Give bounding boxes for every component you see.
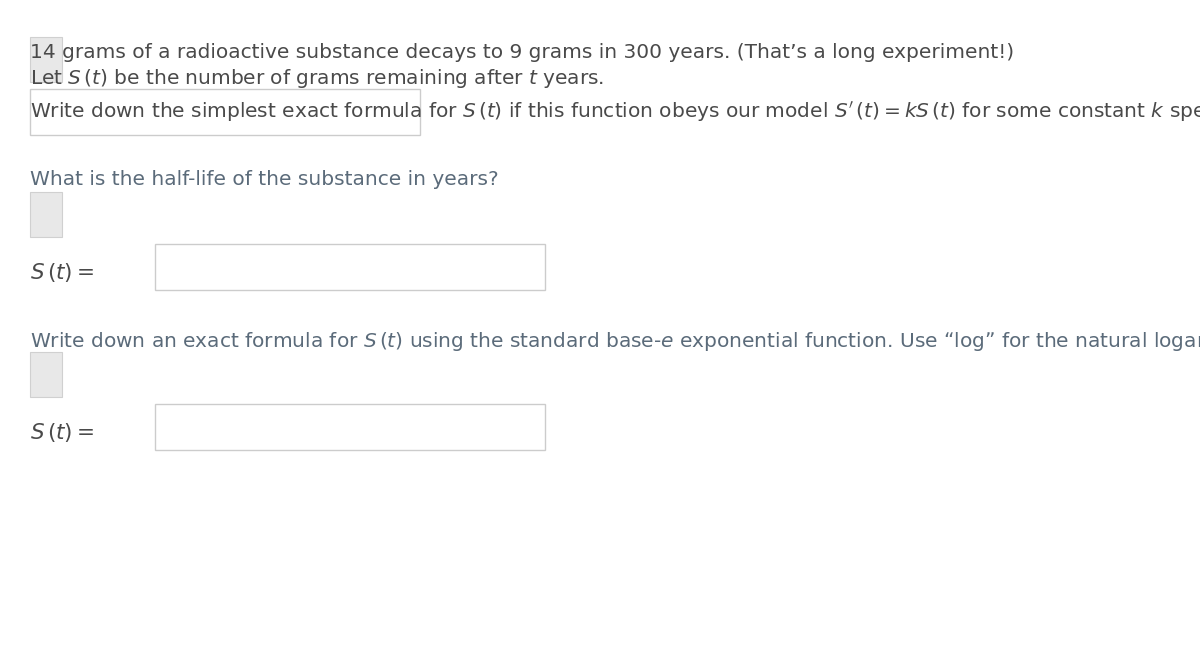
- FancyBboxPatch shape: [155, 244, 545, 290]
- Text: Write down an exact formula for $S\,(t)$ using the standard base-$e$ exponential: Write down an exact formula for $S\,(t)$…: [30, 330, 1200, 353]
- FancyBboxPatch shape: [30, 352, 62, 397]
- Text: $S\,(t) =$: $S\,(t) =$: [30, 421, 95, 444]
- Text: Let $S\,(t)$ be the number of grams remaining after $t$ years.: Let $S\,(t)$ be the number of grams rema…: [30, 67, 605, 90]
- Text: What is the half-life of the substance in years?: What is the half-life of the substance i…: [30, 170, 499, 189]
- FancyBboxPatch shape: [30, 37, 62, 82]
- Text: 14 grams of a radioactive substance decays to 9 grams in 300 years. (That’s a lo: 14 grams of a radioactive substance deca…: [30, 43, 1014, 62]
- FancyBboxPatch shape: [155, 404, 545, 450]
- FancyBboxPatch shape: [30, 89, 420, 135]
- Text: $S\,(t) =$: $S\,(t) =$: [30, 261, 95, 284]
- FancyBboxPatch shape: [30, 192, 62, 237]
- Text: Write down the simplest exact formula for $S\,(t)$ if this function obeys our mo: Write down the simplest exact formula fo…: [30, 100, 1200, 124]
